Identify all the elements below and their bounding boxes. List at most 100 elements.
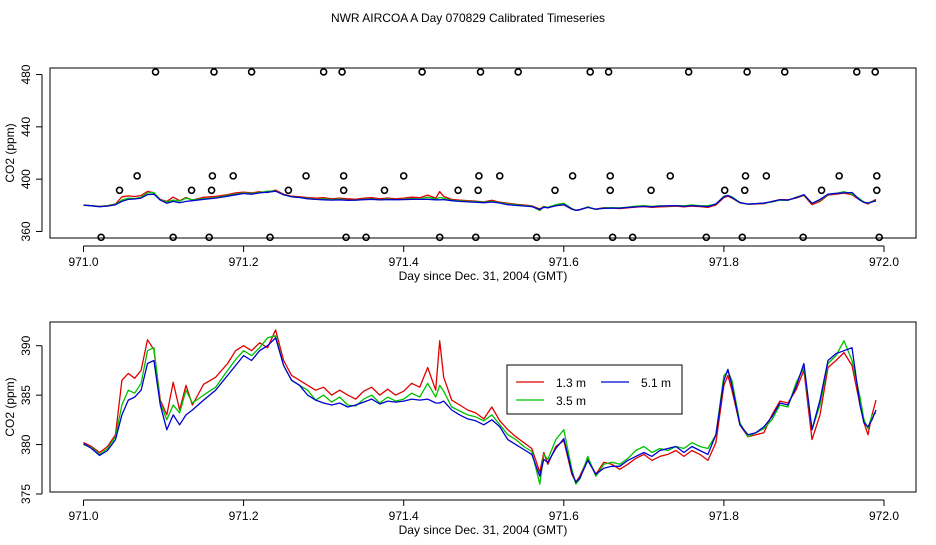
top-y-tick-label: 480 [19, 64, 33, 84]
top-x-tick-label: 971.6 [549, 255, 579, 269]
top-x-tick-label: 972.0 [869, 255, 899, 269]
calibration-point-marker [151, 68, 160, 76]
calibration-point-marker [551, 186, 559, 195]
calibration-point-marker [666, 172, 675, 180]
calibration-point-marker [342, 233, 350, 242]
calibration-point-marker [741, 172, 750, 180]
calibration-point-marker [743, 68, 751, 76]
bottom-y-tick-label: 380 [19, 434, 33, 454]
calibration-point-marker [702, 233, 711, 242]
calibration-point-marker [762, 172, 771, 180]
calibration-point-marker [115, 186, 124, 195]
calibration-point-marker [604, 68, 613, 76]
top-series-lines [83, 189, 877, 212]
legend-label-3-5m: 3.5 m [556, 394, 586, 408]
calibration-point-marker [418, 68, 426, 76]
bottom-y-tick-label: 390 [19, 335, 33, 355]
calibration-point-marker [476, 68, 485, 76]
calibration-point-marker [799, 233, 807, 242]
calibration-point-marker [319, 68, 328, 76]
calibration-point-marker [568, 172, 577, 180]
bottom-y-tick-label: 375 [19, 484, 33, 504]
calibration-point-marker [97, 233, 105, 242]
bottom-y-axis-label: CO2 (ppm) [3, 377, 17, 436]
calibration-point-marker [266, 233, 274, 242]
top-y-axis-label: CO2 (ppm) [3, 123, 17, 182]
calibration-point-marker [284, 186, 293, 195]
legend-box [506, 364, 683, 415]
bottom-series-line-5-1-m [83, 337, 877, 483]
top-y-tick-label: 400 [19, 169, 33, 189]
calibration-point-marker [339, 172, 348, 180]
top-calibration-markers [97, 68, 883, 242]
calibration-point-marker [780, 68, 789, 76]
calibration-point-marker [720, 186, 729, 195]
calibration-point-marker [471, 233, 480, 242]
calibration-point-marker [399, 172, 408, 180]
bottom-plot-frame [49, 321, 917, 493]
calibration-point-marker [872, 172, 881, 180]
top-x-tick-label: 971.4 [389, 255, 419, 269]
calibration-point-marker [210, 68, 218, 76]
top-y-tick-label: 360 [19, 221, 33, 241]
bottom-x-tick-label: 971.4 [389, 509, 419, 523]
calibration-point-marker [435, 233, 444, 242]
calibration-point-marker [474, 186, 482, 195]
top-series-line-5-1-m [83, 190, 877, 211]
bottom-series-line-1-3-m [83, 329, 877, 483]
top-series-line-3-5-m [83, 190, 877, 212]
calibration-point-marker [606, 172, 615, 180]
figure-title: NWR AIRCOA A Day 070829 Calibrated Times… [331, 11, 605, 25]
calibration-point-marker [532, 233, 541, 242]
calibration-point-marker [247, 68, 256, 76]
calibration-point-marker [208, 172, 217, 180]
calibration-point-marker [454, 186, 462, 195]
calibration-point-marker [835, 172, 843, 180]
bottom-x-tick-label: 971.8 [709, 509, 739, 523]
calibration-point-marker [475, 172, 483, 180]
bottom-y-tick-label: 385 [19, 385, 33, 405]
bottom-series-line-3-5-m [83, 335, 877, 485]
bottom-x-tick-label: 971.2 [229, 509, 259, 523]
calibration-point-marker [207, 186, 216, 195]
calibration-point-marker [338, 68, 346, 76]
bottom-x-tick-label: 972.0 [869, 509, 899, 523]
legend-label-5-1m: 5.1 m [641, 376, 671, 390]
bottom-x-tick-label: 971.0 [68, 509, 98, 523]
calibration-point-marker [514, 68, 522, 76]
calibration-point-marker [738, 233, 747, 242]
calibration-point-marker [229, 172, 237, 180]
bottom-panel: 971.0 971.2 971.4 971.6 971.8 972.0 375 380 385 3… [3, 321, 917, 537]
calibration-point-marker [205, 233, 213, 242]
calibration-point-marker [339, 186, 348, 195]
calibration-point-marker [380, 186, 389, 195]
calibration-point-marker [606, 186, 615, 195]
calibration-point-marker [495, 172, 504, 180]
calibration-point-marker [133, 172, 141, 180]
top-axes: 971.0 971.2 971.4 971.6 971.8 972.0 360 400 440 4… [19, 64, 899, 269]
bottom-axes: 971.0 971.2 971.4 971.6 971.8 972.0 375 380 385 3… [19, 335, 899, 523]
calibration-point-marker [875, 233, 883, 242]
legend: 1.3 m 3.5 m 5.1 m [506, 364, 683, 415]
top-y-tick-label: 440 [19, 117, 33, 137]
bottom-x-axis-label: Day since Dec. 31, 2004 (GMT) [399, 523, 568, 537]
calibration-point-marker [362, 233, 370, 242]
calibration-point-marker [608, 233, 617, 242]
top-panel: 971.0 971.2 971.4 971.6 971.8 972.0 360 400 440 4… [3, 64, 917, 283]
calibration-point-marker [872, 186, 881, 195]
calibration-point-marker [740, 186, 749, 195]
calibration-point-marker [871, 68, 879, 76]
calibration-point-marker [647, 186, 655, 195]
top-x-tick-label: 971.8 [709, 255, 739, 269]
top-plot-frame [49, 67, 917, 239]
top-x-tick-label: 971.2 [229, 255, 259, 269]
calibration-point-marker [628, 233, 637, 242]
calibration-point-marker [302, 172, 310, 180]
calibration-point-marker [169, 233, 177, 242]
calibration-point-marker [684, 68, 693, 76]
bottom-series-lines [83, 329, 877, 485]
top-x-tick-label: 971.0 [68, 255, 98, 269]
calibration-point-marker [817, 186, 826, 195]
calibration-point-marker [586, 68, 595, 76]
